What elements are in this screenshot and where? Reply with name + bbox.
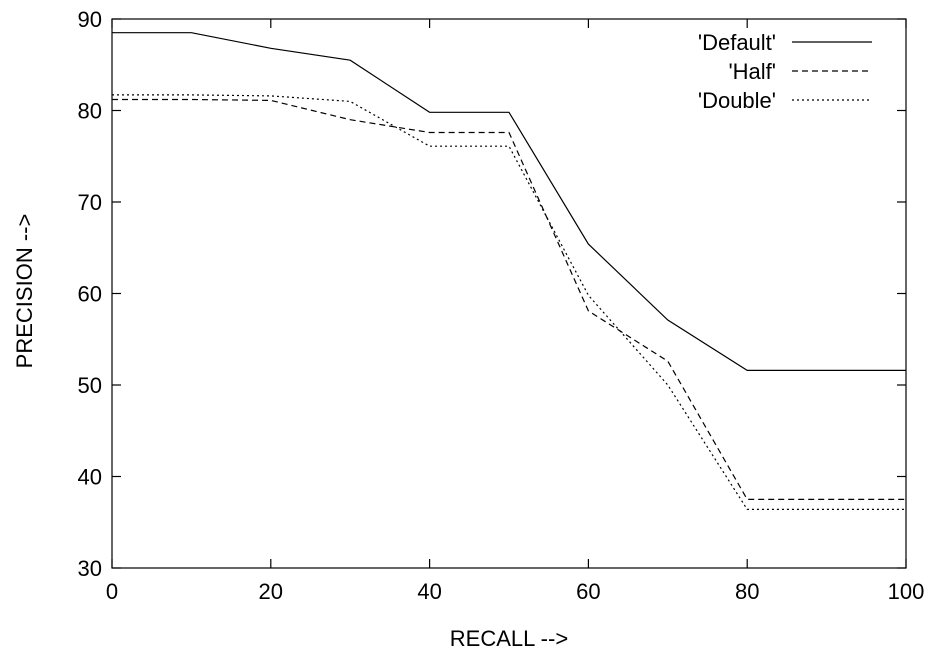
- y-axis-label: PRECISION -->: [12, 214, 37, 369]
- ticks-layer: 0 20 40 60 80 100 30 40 50 60 70 80 90: [78, 7, 925, 604]
- y-tick-label: 60: [78, 282, 102, 307]
- plot-frame: [111, 18, 907, 569]
- legend: 'Default' 'Half' 'Double': [698, 30, 872, 113]
- legend-label-2: 'Double': [698, 88, 776, 113]
- x-axis-label: RECALL -->: [450, 626, 568, 651]
- y-tick-label: 80: [78, 99, 102, 124]
- y-tick-label: 50: [78, 373, 102, 398]
- x-tick-label: 20: [259, 579, 283, 604]
- legend-label-1: 'Half': [728, 59, 776, 84]
- x-tick-label: 60: [576, 579, 600, 604]
- x-tick-label: 100: [888, 579, 925, 604]
- y-tick-label: 30: [78, 556, 102, 581]
- x-tick-label: 40: [417, 579, 441, 604]
- series-line-1: [112, 98, 906, 500]
- series-layer: [112, 32, 906, 510]
- series-line-0: [112, 32, 906, 371]
- y-tick-label: 40: [78, 465, 102, 490]
- y-tick-label: 70: [78, 190, 102, 215]
- y-tick-label: 90: [78, 7, 102, 32]
- legend-label-0: 'Default': [698, 30, 776, 55]
- x-tick-label: 0: [106, 579, 118, 604]
- x-tick-label: 80: [735, 579, 759, 604]
- series-line-2: [112, 94, 906, 510]
